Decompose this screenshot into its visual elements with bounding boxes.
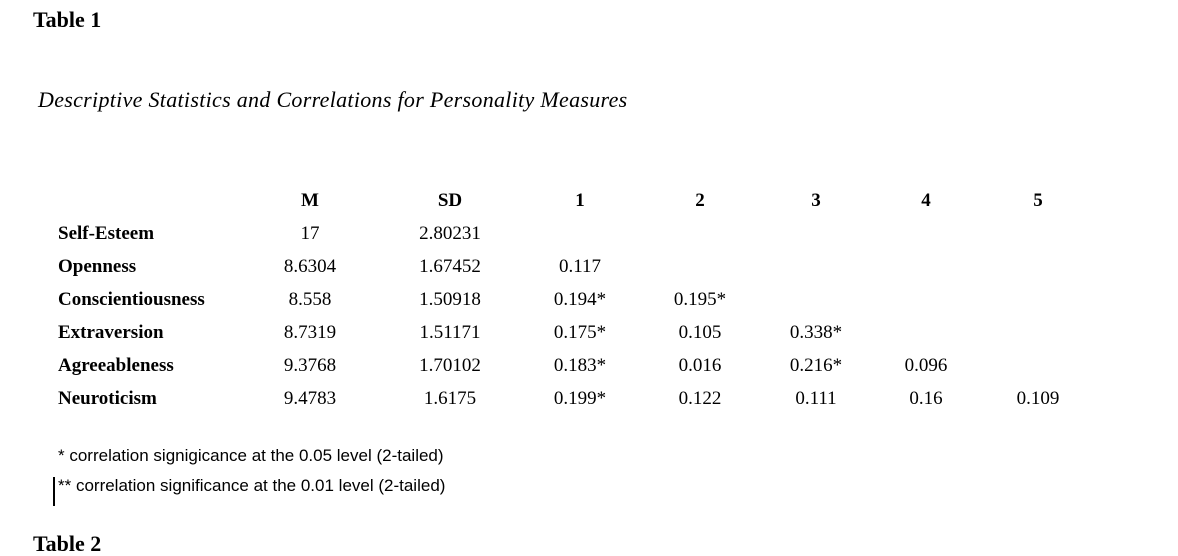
table-row: Neuroticism 9.4783 1.6175 0.199* 0.122 0… xyxy=(58,382,1096,415)
table-cell xyxy=(640,217,760,250)
table-cell: 1.67452 xyxy=(419,255,481,277)
table-cell xyxy=(980,250,1096,283)
table-row: Extraversion 8.7319 1.51171 0.175* 0.105… xyxy=(58,316,1096,349)
table-cell: 2.80231 xyxy=(419,222,481,244)
table-cell xyxy=(760,283,872,316)
table-row: Openness 8.6304 1.67452 0.117 xyxy=(58,250,1096,283)
text-cursor xyxy=(53,477,55,506)
table-cell: 1.51171 xyxy=(419,321,481,343)
correlations-table: M SD 1 2 3 4 5 Self-Esteem 17 2.80231 xyxy=(58,184,1096,415)
table-cell xyxy=(640,250,760,283)
table-cell: 0.199* xyxy=(553,387,607,409)
table1-heading: Table 1 xyxy=(33,7,102,32)
column-header-sd: SD xyxy=(437,189,463,211)
table-cell: 0.175* xyxy=(553,321,607,343)
table-cell: 9.3768 xyxy=(283,354,337,376)
table-cell xyxy=(872,217,980,250)
row-label: Conscientiousness xyxy=(58,288,205,310)
column-header-2: 2 xyxy=(695,189,705,211)
table-cell: 1.70102 xyxy=(419,354,481,376)
column-header-4: 4 xyxy=(921,189,931,211)
table-cell: 1.50918 xyxy=(419,288,481,310)
table-cell xyxy=(760,217,872,250)
table-cell: 0.183* xyxy=(553,354,607,376)
table-cell xyxy=(872,283,980,316)
column-header-m: M xyxy=(301,189,319,211)
table-cell xyxy=(872,316,980,349)
table-cell: 0.111 xyxy=(795,387,837,409)
column-header-5: 5 xyxy=(1033,189,1043,211)
table-cell: 0.096 xyxy=(904,354,948,376)
row-label: Extraversion xyxy=(58,321,164,343)
table-row: Self-Esteem 17 2.80231 xyxy=(58,217,1096,250)
table-cell xyxy=(980,316,1096,349)
table1-caption: Descriptive Statistics and Correlations … xyxy=(38,87,628,112)
table-row: Conscientiousness 8.558 1.50918 0.194* 0… xyxy=(58,283,1096,316)
table2-heading: Table 2 xyxy=(33,531,102,556)
table-cell: 8.7319 xyxy=(283,321,337,343)
table-cell: 0.122 xyxy=(678,387,722,409)
table-header-row: M SD 1 2 3 4 5 xyxy=(58,184,1096,217)
table-cell: 1.6175 xyxy=(423,387,477,409)
table-cell: 0.109 xyxy=(1016,387,1060,409)
table-row: Agreeableness 9.3768 1.70102 0.183* 0.01… xyxy=(58,349,1096,382)
table-cell: 0.216* xyxy=(789,354,843,376)
column-header-3: 3 xyxy=(811,189,821,211)
table-cell xyxy=(980,217,1096,250)
table-cell xyxy=(980,283,1096,316)
column-header-1: 1 xyxy=(575,189,585,211)
table-cell xyxy=(520,217,640,250)
table-cell: 0.338* xyxy=(789,321,843,343)
table-cell: 9.4783 xyxy=(283,387,337,409)
table-cell: 0.195* xyxy=(673,288,727,310)
table-cell: 0.117 xyxy=(558,255,602,277)
table-cell xyxy=(760,250,872,283)
row-label: Self-Esteem xyxy=(58,222,155,244)
table-cell xyxy=(872,250,980,283)
table-cell: 0.194* xyxy=(553,288,607,310)
footnote-0.05-level: * correlation signigicance at the 0.05 l… xyxy=(58,446,444,465)
table-cell: 17 xyxy=(300,222,320,244)
column-header-label xyxy=(58,184,240,217)
table-cell: 0.105 xyxy=(678,321,722,343)
row-label: Openness xyxy=(58,255,137,277)
footnote-0.01-level: ** correlation significance at the 0.01 … xyxy=(58,476,446,495)
table-cell: 8.6304 xyxy=(283,255,337,277)
table-cell xyxy=(980,349,1096,382)
row-label: Agreeableness xyxy=(58,354,174,376)
table-cell: 8.558 xyxy=(288,288,332,310)
table-cell: 0.16 xyxy=(909,387,943,409)
table-cell: 0.016 xyxy=(678,354,722,376)
row-label: Neuroticism xyxy=(58,387,157,409)
